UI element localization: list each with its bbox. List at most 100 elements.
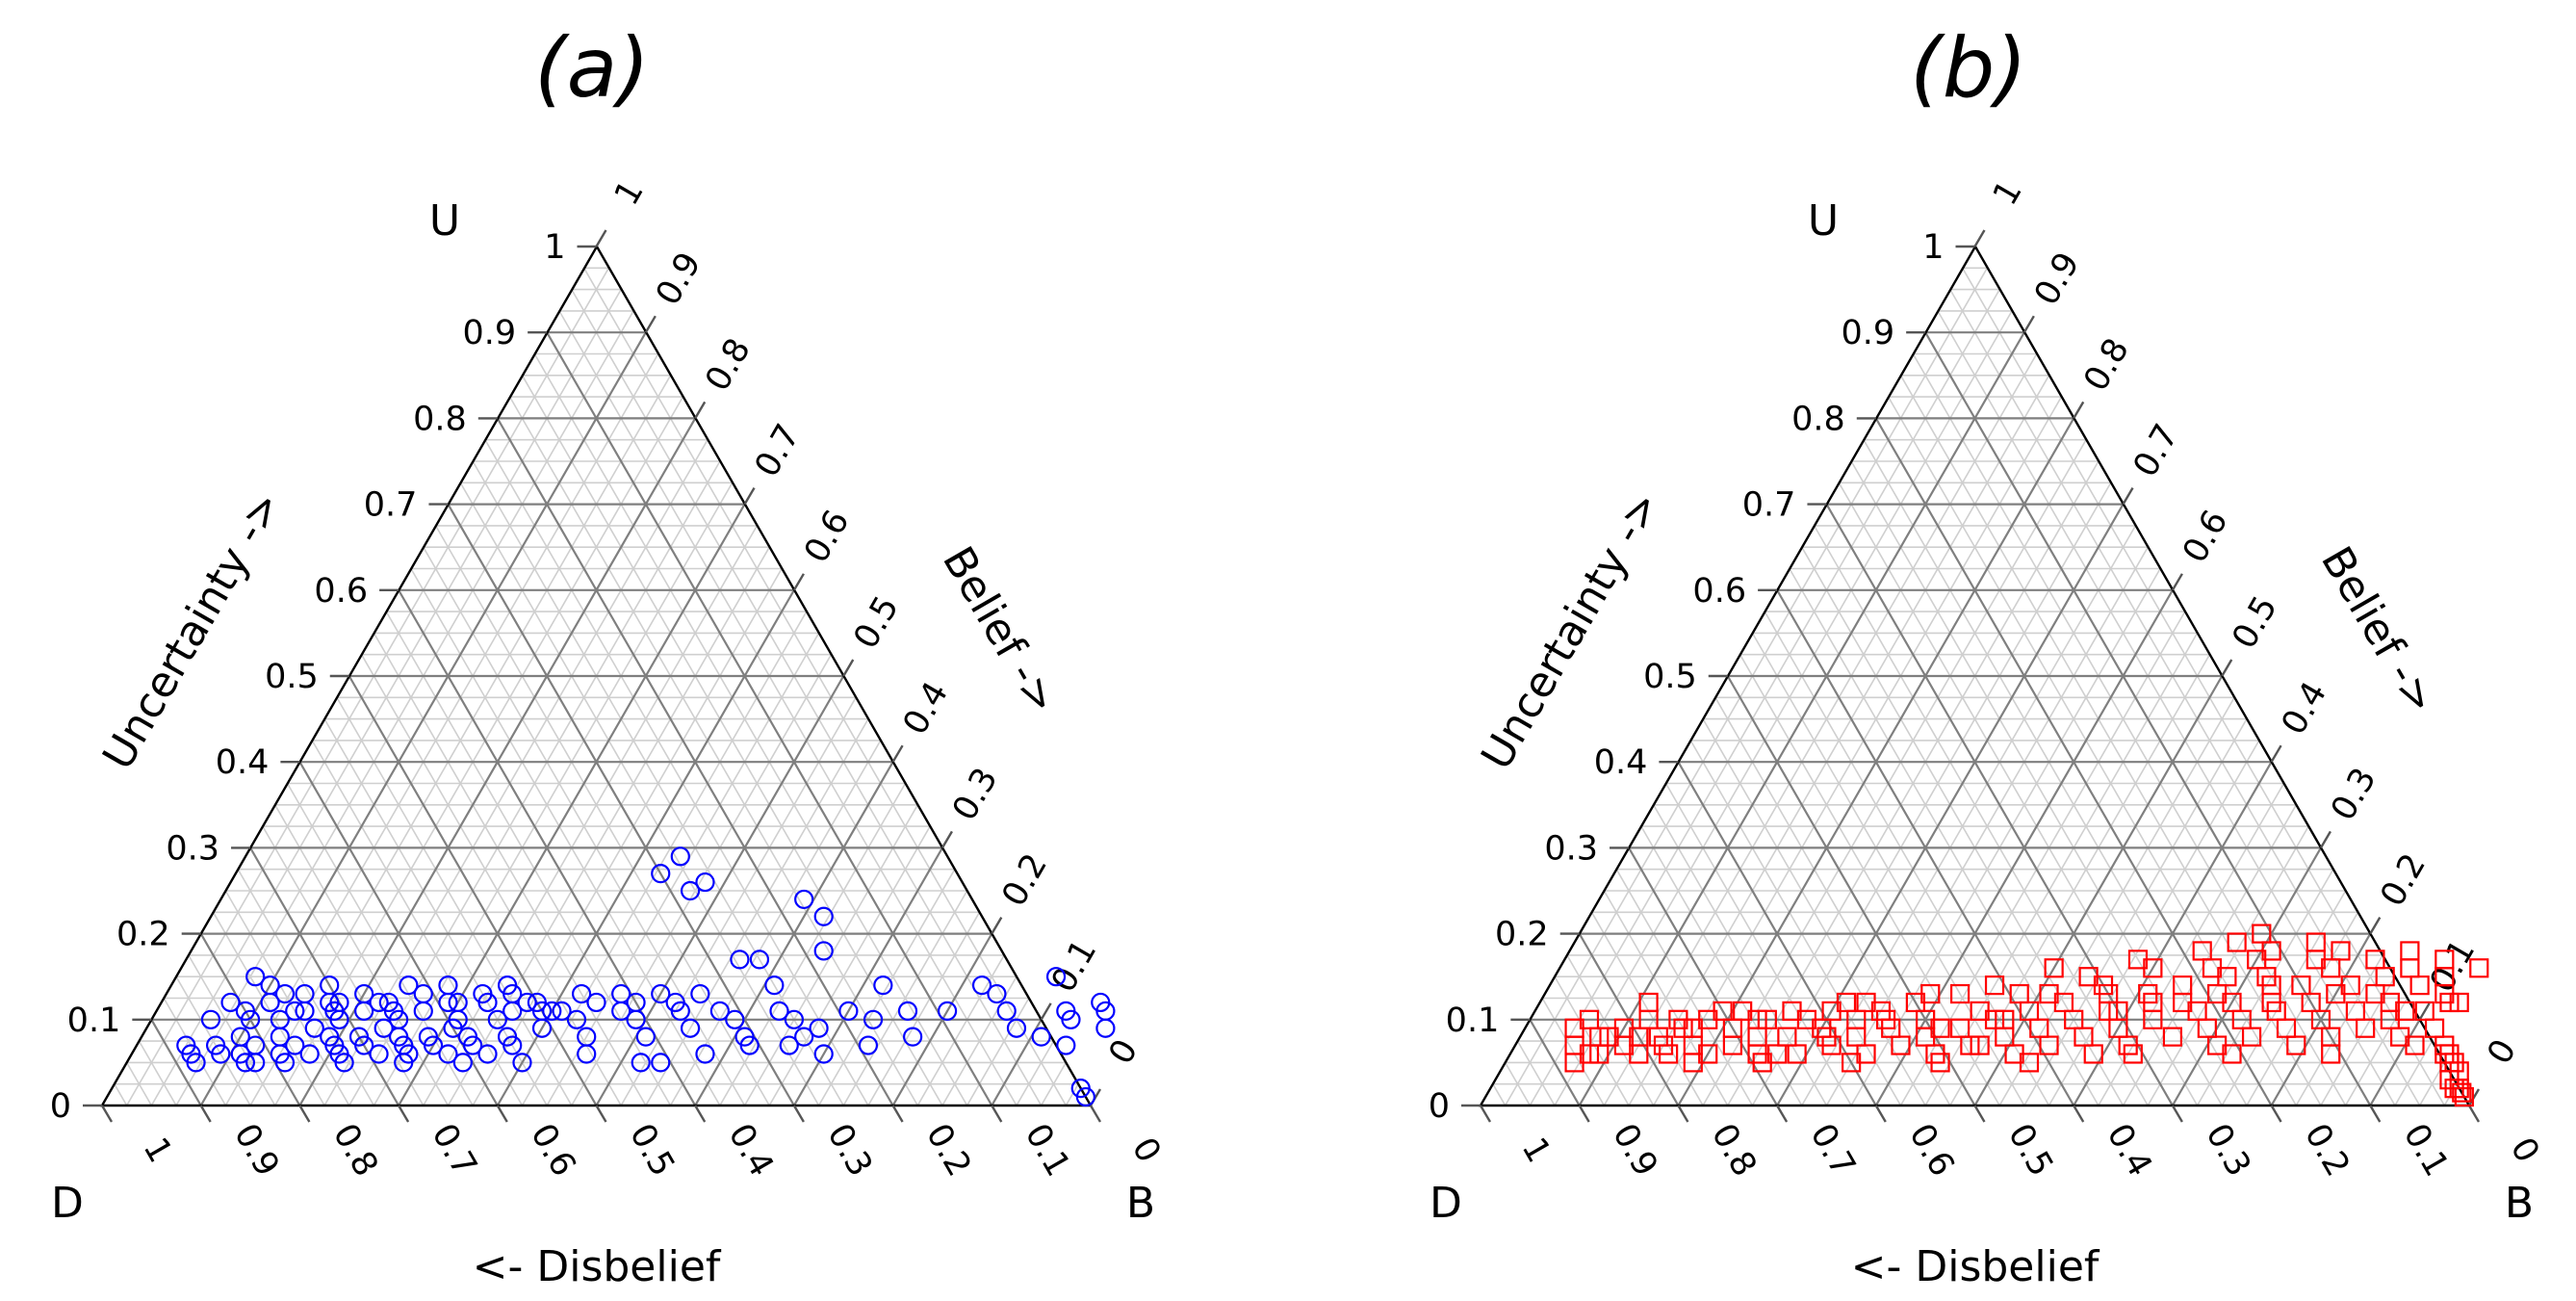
data-point: [1949, 983, 1971, 1004]
left-tick-label: 0.2: [1495, 916, 1549, 954]
grid-line-minor: [1764, 611, 2050, 1106]
right-tick: [2171, 573, 2183, 591]
bottom-tick-label: 0.7: [424, 1117, 483, 1183]
right-tick: [595, 229, 607, 247]
data-point: [463, 1035, 483, 1055]
grid-line-minor: [533, 353, 968, 1106]
right-tick-label: 0: [1102, 1033, 1146, 1071]
grid-line-minor: [1065, 1083, 1079, 1106]
left-tick-label: 0.1: [1446, 1002, 1500, 1040]
left-tick-label: 0.6: [1692, 572, 1746, 611]
data-point: [794, 889, 814, 910]
data-point: [2078, 967, 2099, 987]
data-point: [1752, 1053, 1772, 1073]
grid-line-major: [891, 933, 993, 1106]
grid-line-major: [249, 846, 400, 1106]
grid-line-minor: [385, 611, 672, 1106]
grid-line-minor: [2394, 1040, 2434, 1106]
data-point: [1846, 1027, 1867, 1047]
data-point: [1787, 1044, 1807, 1064]
data-point: [512, 1053, 532, 1073]
grid-line-major: [348, 675, 598, 1106]
data-point: [245, 967, 266, 987]
data-point: [1949, 1018, 1971, 1038]
data-point: [1095, 1018, 1116, 1038]
right-tick: [991, 916, 1003, 935]
data-point: [1842, 1053, 1862, 1073]
data-point: [552, 1001, 572, 1021]
bottom-tick: [595, 1105, 607, 1123]
data-point: [1875, 1009, 1896, 1029]
grid-line-major: [447, 504, 795, 1106]
bottom-tick-label: 0.4: [720, 1117, 780, 1183]
data-point: [438, 1044, 458, 1064]
data-point: [1970, 1035, 1990, 1055]
data-point: [813, 941, 834, 961]
data-point: [1589, 1044, 1610, 1064]
left-tick-label: 0.1: [67, 1002, 121, 1040]
data-point: [739, 1035, 760, 1055]
data-point: [2083, 1044, 2103, 1064]
data-point: [2345, 1001, 2365, 1021]
grid-line-minor: [323, 718, 548, 1106]
panel-a: 0 0 1 0.1 0.1 0.9 0.2 0.2 0.8 0.3 0.3 0.7 0.4 0.4 0.6 0…: [50, 20, 1169, 1291]
data-point: [274, 1053, 296, 1073]
right-tick-label: 0.6: [2176, 504, 2235, 569]
right-tick: [2369, 916, 2382, 935]
right-tick: [940, 830, 953, 849]
bottom-tick-label: 0.6: [1901, 1117, 1961, 1183]
data-point: [2127, 950, 2149, 970]
grid-line-minor: [360, 654, 622, 1106]
grid-line-minor: [459, 481, 820, 1106]
data-point: [987, 983, 1007, 1004]
data-point: [220, 992, 241, 1013]
left-tick-label: 1: [1922, 228, 1944, 267]
bottom-tick-label: 0.9: [226, 1117, 286, 1183]
grid-line-minor: [620, 696, 857, 1106]
data-point: [2310, 1009, 2331, 1029]
grid-line-minor: [175, 976, 251, 1106]
right-tick: [2073, 401, 2085, 420]
grid-line-minor: [1492, 1083, 1507, 1106]
data-point: [2099, 983, 2119, 1004]
grid-line-minor: [1554, 310, 2013, 1106]
bottom-tick: [1973, 1105, 1986, 1123]
right-tick: [2319, 830, 2331, 849]
grid-line-major: [2270, 933, 2372, 1106]
grid-line-minor: [2221, 890, 2347, 1106]
bottom-tick-label: 0.7: [1802, 1117, 1862, 1183]
data-point: [680, 1018, 701, 1038]
grid-line-minor: [175, 310, 634, 1106]
data-point: [2074, 1027, 2094, 1047]
data-point: [240, 1009, 261, 1029]
right-tick-label: 0.2: [2374, 847, 2434, 913]
axis-title-disbelief: <- Disbelief: [473, 1242, 722, 1291]
data-point: [937, 1001, 958, 1021]
left-tick-label: 0: [1429, 1087, 1450, 1126]
right-tick: [2270, 744, 2282, 763]
data-points: [1564, 924, 2489, 1107]
data-point: [2256, 967, 2277, 987]
bottom-tick-label: 0.3: [819, 1117, 879, 1183]
data-point: [1056, 1001, 1076, 1021]
data-point: [1984, 976, 2005, 996]
grid-line-minor: [867, 911, 981, 1106]
data-point: [577, 1044, 597, 1064]
data-point: [477, 1044, 498, 1064]
right-tick-label: 0.3: [2324, 762, 2383, 827]
grid-line-minor: [546, 633, 820, 1106]
grid-line-minor: [1751, 481, 2112, 1106]
data-point: [2409, 976, 2430, 996]
grid-line-minor: [2196, 869, 2334, 1106]
axis-title-uncertainty: Uncertainty ->: [93, 483, 292, 778]
grid-line-minor: [1887, 396, 2297, 1106]
grid-line-minor: [1838, 481, 2199, 1106]
data-point: [2202, 958, 2223, 978]
grid-line-minor: [434, 525, 770, 1106]
right-tick-label: 0.7: [2126, 418, 2186, 483]
data-point: [354, 1035, 374, 1055]
grid-line-minor: [1615, 869, 1754, 1106]
left-tick-label: 0.7: [364, 486, 418, 525]
data-point: [1653, 1035, 1674, 1055]
data-point: [1984, 1009, 2005, 1029]
